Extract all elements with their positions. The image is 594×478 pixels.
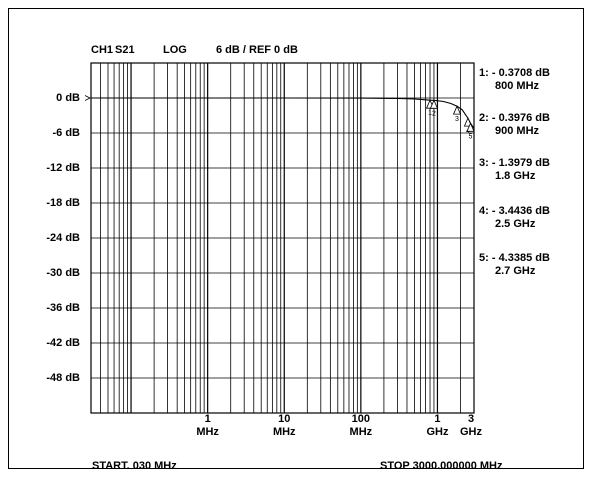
marker-3: 3 <box>452 105 462 123</box>
marker-5: 5 <box>466 122 475 140</box>
format-label: LOG <box>163 44 187 56</box>
marker-1-readout: 1: - 0.3708 dB 800 MHz <box>479 67 589 93</box>
marker-1-freq: 800 MHz <box>495 80 540 92</box>
marker-4-freq: 2.5 GHz <box>495 218 536 230</box>
y-tick-label: -48 dB <box>46 372 80 384</box>
x-tick-unit: MHz <box>272 426 296 438</box>
s21-trace <box>91 97 475 129</box>
marker-1-number: 1 <box>428 110 432 117</box>
x-tick-label: 3 GHz <box>446 413 496 439</box>
marker-3-value: - 1.3979 dB <box>491 157 550 169</box>
marker-2-triangle <box>429 99 439 109</box>
marker-4-readout: 4: - 3.4436 dB 2.5 GHz <box>479 205 589 231</box>
y-tick-label: -12 dB <box>46 162 80 174</box>
y-tick-label: -24 dB <box>46 232 80 244</box>
plot-grid <box>84 62 475 414</box>
y-tick-label: -6 dB <box>52 127 81 139</box>
y-tick-label: -42 dB <box>46 337 80 349</box>
x-tick-number: 10 <box>278 413 291 425</box>
param-label: S21 <box>115 44 135 56</box>
x-tick-unit: GHz <box>460 426 482 438</box>
start-frequency: START. 030 MHz <box>92 460 177 472</box>
marker-5-readout: 5: - 4.3385 dB 2.7 GHz <box>479 252 589 278</box>
x-tick-unit: MHz <box>196 426 219 438</box>
marker-4-triangle <box>463 117 473 127</box>
marker-1-value: - 0.3708 dB <box>491 67 550 79</box>
x-tick-unit: MHz <box>349 426 373 438</box>
marker-2-number: 2 <box>432 110 436 117</box>
x-tick-number: 100 <box>351 413 371 425</box>
y-tick-label: 0 dB <box>56 92 80 104</box>
y-tick-label: -30 dB <box>46 267 80 279</box>
marker-2-readout: 2: - 0.3976 dB 900 MHz <box>479 112 589 138</box>
marker-5-triangle <box>466 122 475 132</box>
marker-3-triangle <box>452 105 462 115</box>
marker-2: 2 <box>429 99 439 117</box>
channel-label: CH1 <box>91 44 114 56</box>
x-tick-number: 1 <box>204 413 211 425</box>
marker-2-freq: 900 MHz <box>495 125 540 137</box>
marker-3-freq: 1.8 GHz <box>495 170 536 182</box>
x-tick-label: 1 MHz <box>183 413 233 439</box>
x-tick-label: 100 MHz <box>336 413 386 439</box>
x-tick-label: 10 MHz <box>259 413 309 439</box>
x-tick-number: 3 <box>467 413 475 425</box>
marker-5-label: 5: <box>479 252 489 264</box>
x-tick-number: 1 <box>434 413 441 425</box>
marker-2-value: - 0.3976 dB <box>491 112 550 124</box>
display-frame <box>8 8 584 469</box>
marker-4-label: 4: <box>479 205 489 217</box>
marker-5-number: 5 <box>469 133 473 140</box>
marker-3-number: 3 <box>455 116 459 123</box>
marker-2-label: 2: <box>479 112 489 124</box>
marker-4-value: - 3.4436 dB <box>491 205 550 217</box>
x-tick-label: 1 GHz <box>412 413 462 439</box>
y-tick-label: -36 dB <box>46 302 80 314</box>
ref-level-arrow <box>84 95 91 101</box>
marker-5-freq: 2.7 GHz <box>495 265 536 277</box>
stop-frequency: STOP 3000.000000 MHz <box>380 460 503 472</box>
marker-3-readout: 3: - 1.3979 dB 1.8 GHz <box>479 157 589 183</box>
scale-label: 6 dB / REF 0 dB <box>216 44 298 56</box>
marker-1-label: 1: <box>479 67 489 79</box>
trace-layer <box>91 97 475 129</box>
x-tick-unit: GHz <box>426 426 449 438</box>
marker-5-value: - 4.3385 dB <box>491 252 550 264</box>
marker-layer: 12345 <box>425 99 475 140</box>
y-tick-label: -18 dB <box>46 197 80 209</box>
marker-3-label: 3: <box>479 157 489 169</box>
